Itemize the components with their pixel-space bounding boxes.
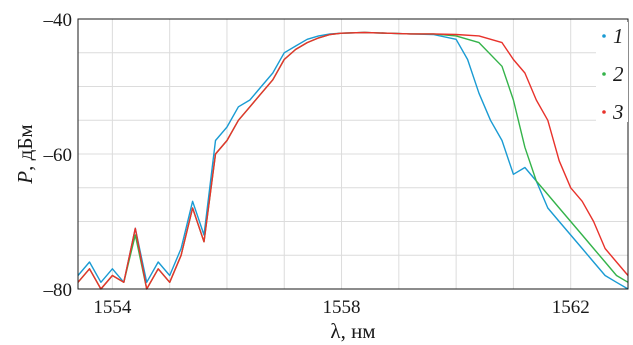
legend-marker-2 (602, 72, 606, 76)
x-tick-label: 1558 (323, 297, 361, 318)
series-layer (77, 31, 629, 290)
legend-marker-3 (602, 110, 606, 114)
y-tick-label: –80 (43, 280, 73, 301)
x-tick-label: 1562 (552, 297, 590, 318)
legend: 1 2 3 (596, 22, 628, 124)
plot-frame (77, 18, 629, 290)
y-axis-unit: , дБм (13, 124, 37, 171)
series-line-1 (77, 31, 629, 290)
legend-label-3: 3 (612, 100, 624, 124)
grid (78, 19, 628, 289)
legend-label-2: 2 (613, 62, 624, 86)
y-tick-label: –40 (43, 10, 73, 31)
y-axis-variable: P (13, 171, 37, 185)
legend-marker-1 (602, 34, 606, 38)
legend-label-1: 1 (613, 24, 624, 48)
tick-labels: 1554 1558 1562 –40 –60 –80 (43, 10, 590, 318)
y-tick-label: –60 (43, 145, 73, 166)
y-axis-title: P, дБм (13, 124, 37, 184)
series-line-3 (77, 31, 629, 290)
x-tick-label: 1554 (93, 297, 132, 318)
x-axis-title: λ, нм (330, 319, 375, 343)
series-line-2 (77, 31, 629, 290)
legend-box (596, 22, 628, 122)
